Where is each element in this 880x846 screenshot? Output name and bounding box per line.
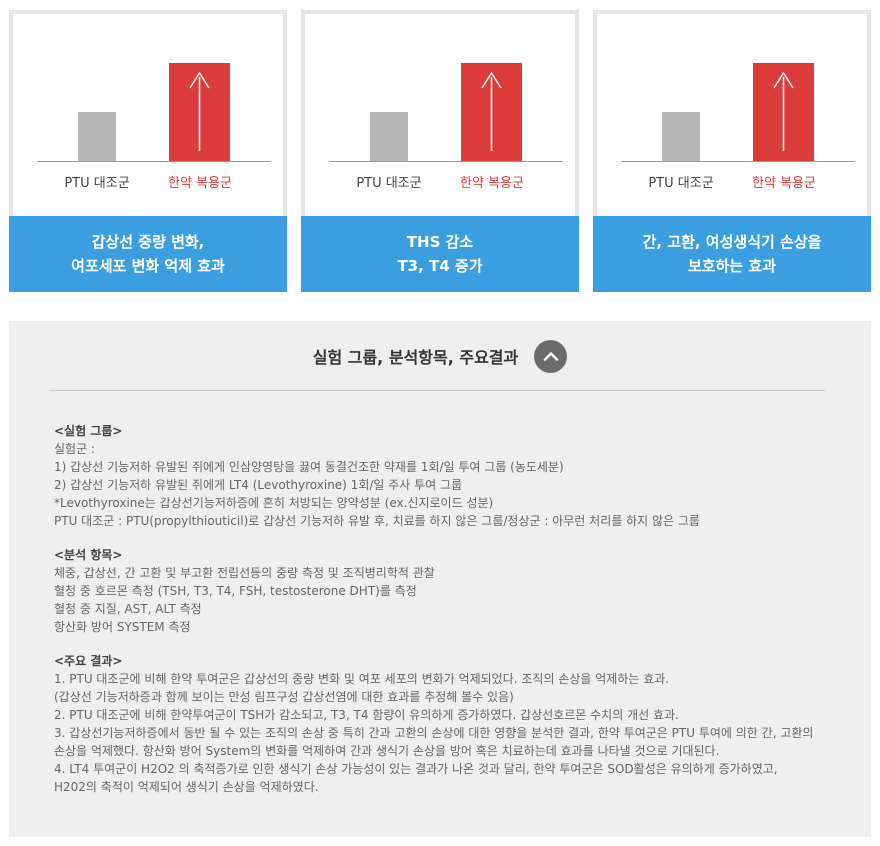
control-group-label: PTU 대조군 [648,176,714,191]
result-card-organ-protection: PTU 대조군 한약 복용군 간, 고환, 여성생식기 손상을 보호하는 효과 [593,10,871,292]
section-line: 3. 갑상선기능저하증에서 동반 될 수 있는 조직의 손상 중 특히 간과 고… [54,726,814,740]
collapse-toggle-button[interactable] [534,339,568,373]
panel-content: <실험 그룹> 실험군 : 1) 갑상선 기능저하 유발된 쥐에게 인삼양영탕을… [54,422,854,796]
section-line: 실험군 : [54,442,95,456]
card-footer: THS 감소 T3, T4 증가 [301,216,579,292]
section-line: 4. LT4 투여군이 H2O2 의 축적증가로 인한 생식기 손상 가능성이 … [54,762,778,776]
herb-bar [169,63,230,162]
section-line: 혈청 중 지질, AST, ALT 측정 [54,602,202,616]
chart-baseline [37,161,271,162]
section-line: 2) 갑상선 기능저하 유발된 쥐에게 LT4 (Levothyroxine) … [54,478,463,492]
control-group-label: PTU 대조군 [356,176,422,191]
panel-title: 실험 그룹, 분석항목, 주요결과 [312,348,519,367]
card-footer: 갑상선 중량 변화, 여포세포 변화 억제 효과 [9,216,287,292]
section-line: 2. PTU 대조군에 비해 한약투여군이 TSH가 감소되고, T3, T4 … [54,708,679,722]
card-chart: PTU 대조군 한약 복용군 [13,14,283,216]
result-card-thyroid-weight: PTU 대조군 한약 복용군 갑상선 중량 변화, 여포세포 변화 억제 효과 [9,10,287,292]
chart-baseline [329,161,563,162]
card-footer-line: T3, T4 증가 [397,257,483,275]
result-cards: PTU 대조군 한약 복용군 갑상선 중량 변화, 여포세포 변화 억제 효과 … [9,10,871,292]
section-line: 1. PTU 대조군에 비해 한약 투여군은 갑상선의 중량 변화 및 여포 세… [54,672,670,686]
card-footer-line: 간, 고환, 여성생식기 손상을 [642,233,822,251]
herb-group-label: 한약 복용군 [460,176,524,191]
card-footer-line: 여포세포 변화 억제 효과 [71,257,225,275]
section-heading: <분석 항목> [54,548,123,562]
card-chart: PTU 대조군 한약 복용군 [305,14,575,216]
chart-baseline [621,161,855,162]
card-footer-line: 보호하는 효과 [687,257,777,275]
section-heading: <주요 결과> [54,654,123,668]
section-line: 손상을 억제했다. 항산화 방어 System의 변화를 억제하여 간과 생식기… [54,744,720,758]
card-footer: 간, 고환, 여성생식기 손상을 보호하는 효과 [593,216,871,292]
arrow-up-icon [773,71,794,151]
card-chart: PTU 대조군 한약 복용군 [597,14,867,216]
section-line: 1) 갑상선 기능저하 유발된 쥐에게 인삼양영탕을 끓여 동결건조한 약재를 … [54,460,564,474]
herb-bar [461,63,522,162]
herb-group-label: 한약 복용군 [752,176,816,191]
section-line: 항산화 방어 SYSTEM 측정 [54,620,191,634]
section-line: 체중, 갑상선, 간 고환 및 부고환 전립선등의 중량 측정 및 조직병리학적… [54,566,435,580]
section-line: 혈청 중 호르몬 측정 (TSH, T3, T4, FSH, testoster… [54,584,417,598]
herb-bar [753,63,814,162]
control-bar [370,112,408,162]
section-line: *Levothyroxine는 갑상선기능저하증에 흔히 처방되는 양약성분 (… [54,496,494,510]
section-line: (갑상선 기능저하증과 함께 보이는 만성 림프구성 갑상선염에 대한 효과를 … [54,690,514,704]
control-bar [78,112,116,162]
panel-header: 실험 그룹, 분석항목, 주요결과 [9,339,871,373]
control-bar [662,112,700,162]
result-card-tsh: PTU 대조군 한약 복용군 THS 감소 T3, T4 증가 [301,10,579,292]
control-group-label: PTU 대조군 [64,176,130,191]
card-footer-line: THS 감소 [406,233,474,251]
card-footer-line: 갑상선 중량 변화, [91,233,205,251]
panel-divider [49,390,825,391]
section-line: PTU 대조군 : PTU(propylthiouticil)로 갑상선 기능저… [54,514,700,528]
arrow-up-icon [189,71,210,151]
experiment-details-panel: 실험 그룹, 분석항목, 주요결과 <실험 그룹> 실험군 : 1) 갑상선 기… [9,321,871,837]
section-heading: <실험 그룹> [54,424,123,438]
arrow-up-icon [481,71,502,151]
section-line: H202의 축적이 억제되어 생식기 손상을 억제하였다. [54,780,319,794]
chevron-up-icon [543,352,558,361]
herb-group-label: 한약 복용군 [168,176,232,191]
